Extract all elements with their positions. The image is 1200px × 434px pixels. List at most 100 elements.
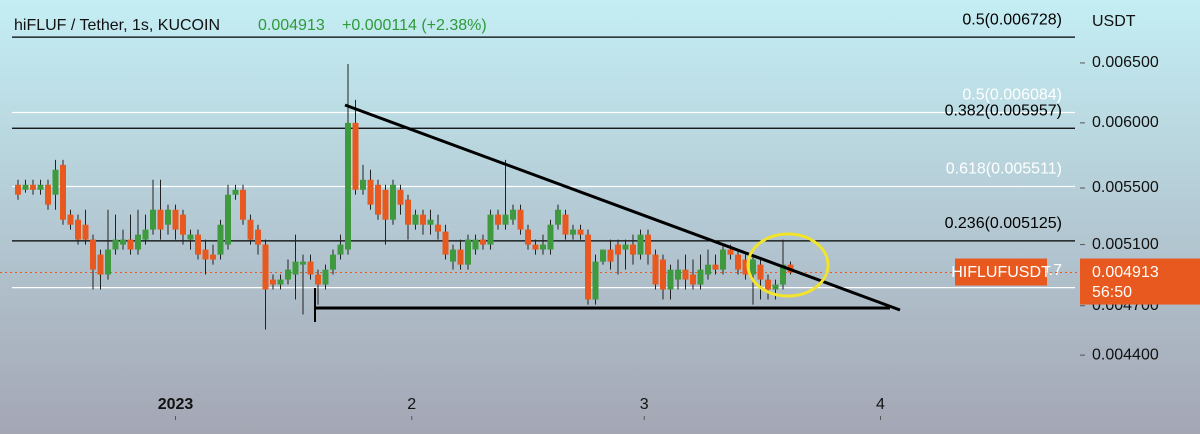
candle-body	[97, 254, 104, 275]
countdown: 56:50	[1092, 284, 1132, 301]
candle-body	[615, 244, 621, 255]
candle-body	[285, 269, 291, 280]
candle-body	[510, 209, 516, 220]
candle-body	[517, 209, 524, 230]
candle-body	[390, 184, 396, 220]
x-tick-label: 2	[407, 396, 416, 413]
candle-body	[465, 239, 471, 265]
candle-body	[600, 249, 606, 262]
x-tick-label: 2023	[158, 396, 194, 413]
price-change: +0.000114 (+2.38%)	[342, 17, 487, 34]
candle-body	[397, 189, 404, 205]
candle-body	[420, 214, 426, 225]
candle-body	[405, 199, 411, 225]
candle-body	[442, 231, 449, 255]
symbol-tag	[955, 258, 1047, 286]
candle-body	[727, 249, 734, 255]
candle-body	[300, 261, 306, 265]
candle-body	[45, 184, 51, 205]
candle-body	[127, 239, 134, 250]
candle-body	[435, 224, 441, 232]
candle-body	[690, 274, 696, 285]
candle-body	[82, 224, 89, 240]
candle-body	[607, 249, 614, 262]
candle-body	[352, 122, 359, 190]
candle-body	[637, 234, 644, 255]
candle-body	[412, 214, 419, 225]
candle-body	[427, 219, 434, 225]
candle-body	[262, 244, 269, 290]
axis-title: USDT	[1092, 13, 1136, 30]
candle-body	[562, 214, 569, 235]
y-tick-label: 0.006000	[1092, 114, 1159, 131]
y-tick-label: 0.005100	[1092, 236, 1159, 253]
x-tick-label: 3	[640, 396, 649, 413]
candle-body	[502, 214, 509, 225]
candle-body	[187, 234, 194, 240]
candle-body	[330, 254, 336, 270]
candle-body	[142, 229, 149, 240]
candle-body	[697, 269, 704, 285]
candle-body	[255, 229, 261, 245]
candle-body	[277, 279, 284, 285]
candle-body	[772, 284, 779, 290]
drawings	[314, 103, 901, 322]
candle-body	[315, 274, 321, 285]
candle-body	[645, 234, 651, 255]
candle-body	[480, 239, 486, 245]
candle-body	[52, 169, 59, 195]
candle-body	[592, 261, 599, 300]
chart-title: hiFLUF / Tether, 1s, KUCOIN	[14, 17, 220, 34]
candle-body	[375, 184, 381, 215]
candle-body	[382, 189, 389, 220]
candle-body	[495, 214, 501, 225]
trend-line	[344, 103, 901, 312]
candle-body	[135, 234, 141, 250]
candle-body	[30, 184, 36, 190]
candle-body	[345, 122, 351, 250]
candle-body	[247, 219, 254, 240]
candle-body	[292, 261, 299, 275]
y-tick-label: 0.005500	[1092, 179, 1159, 196]
x-tick-label: 4	[876, 396, 885, 413]
candle-body	[210, 254, 216, 260]
candle-body	[735, 254, 741, 270]
candle-body	[667, 269, 674, 290]
candle-body	[180, 214, 186, 235]
candle-body	[217, 224, 224, 255]
candles	[15, 63, 794, 330]
candle-body	[487, 214, 494, 245]
candle-body	[705, 264, 711, 275]
candle-body	[525, 229, 531, 245]
candle-body	[120, 239, 126, 245]
highlight-circle	[746, 232, 830, 298]
candle-body	[225, 194, 231, 245]
candle-body	[765, 279, 771, 290]
candle-body	[195, 234, 201, 255]
candle-body	[90, 239, 96, 270]
candle-body	[22, 184, 29, 190]
candle-body	[660, 259, 666, 290]
candle-body	[202, 249, 209, 260]
candle-body	[105, 249, 111, 275]
y-tick-label: 0.006500	[1092, 54, 1159, 71]
symbol-label: HIFLUFUSDT	[951, 264, 1051, 281]
candle-body	[652, 254, 659, 285]
candle-body	[60, 164, 66, 220]
candle-body	[67, 214, 74, 225]
levels: 0.5(0.006728) 0.5(0.006084)0.382(0.005957…	[0, 11, 1080, 289]
candle-body	[307, 261, 314, 275]
candle-body	[157, 209, 164, 230]
price-tag-value: 0.004913	[1092, 264, 1159, 281]
last-price: 0.004913	[258, 17, 325, 34]
candle-body	[337, 244, 344, 255]
candle-body	[585, 234, 591, 300]
candle-body	[322, 269, 329, 285]
candle-body	[360, 179, 366, 190]
candle-body	[742, 259, 749, 275]
candle-body	[682, 269, 689, 280]
price-tag: HIFLUFUSDT 0.004913 56:50	[951, 258, 1200, 305]
